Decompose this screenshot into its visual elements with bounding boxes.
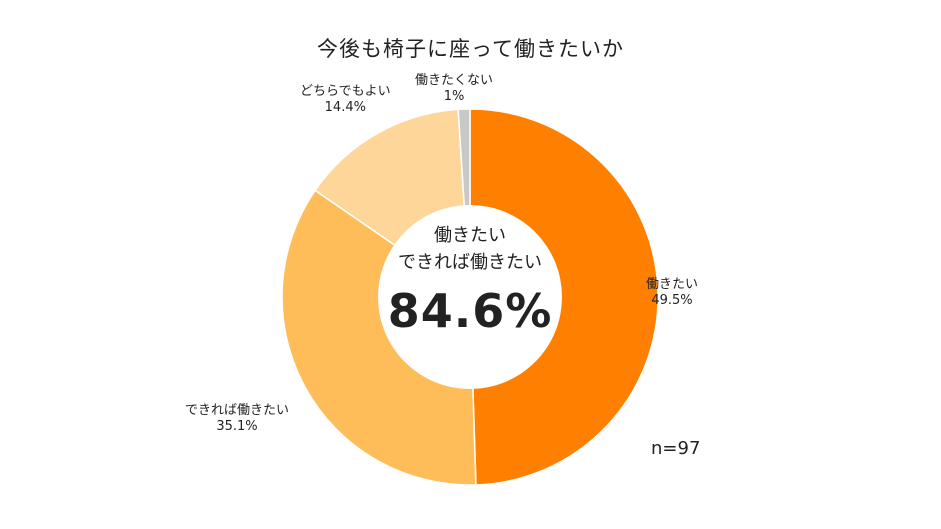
- slice-label-value: 14.4%: [324, 100, 366, 115]
- slice-label-dekireba: できれば働きたい 35.1%: [185, 403, 289, 435]
- slice-label-value: 35.1%: [216, 419, 258, 434]
- center-line-1: 働きたい: [434, 225, 506, 246]
- center-summary: 働きたい できれば働きたい 84.6%: [370, 222, 570, 341]
- slice-label-hatarakitai: 働きたい 49.5%: [646, 277, 698, 309]
- donut-hole: [378, 205, 562, 389]
- slice-label-value: 49.5%: [651, 293, 693, 308]
- slice-label-name: 働きたくない: [415, 73, 494, 88]
- slice-label-hatarakitakunai: 働きたくない 1%: [415, 73, 493, 105]
- sample-size: n=97: [651, 438, 701, 459]
- slice-label-value: 1%: [443, 89, 465, 104]
- slice-label-name: できれば働きたい: [185, 403, 290, 418]
- slice-dekireba-hatarakitai: [281, 189, 477, 486]
- chart-title: 今後も椅子に座って働きたいか: [317, 37, 624, 61]
- center-line-2: できれば働きたい: [398, 252, 542, 273]
- slice-label-name: どちらでもよい: [300, 84, 391, 99]
- slice-label-dochirademo: どちらでもよい 14.4%: [300, 84, 391, 116]
- center-total-value: 84.6%: [387, 284, 553, 338]
- slice-hatarakitai: [469, 108, 659, 486]
- slice-label-name: 働きたい: [646, 277, 699, 292]
